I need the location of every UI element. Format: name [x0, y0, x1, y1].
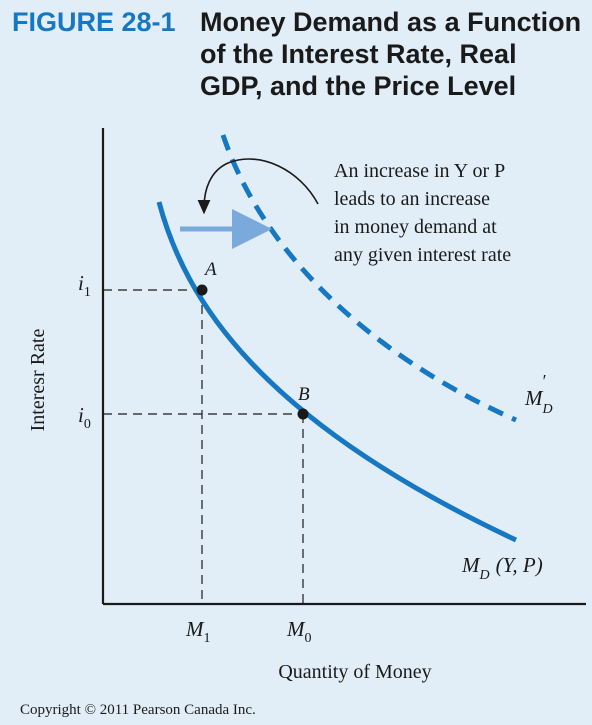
- annotation-line-2: leads to an increase: [334, 188, 490, 210]
- x-tick-m1: M1: [185, 617, 211, 646]
- money-demand-chart: A B i1 i0 M1 M0 Quantity of Money Intere…: [27, 128, 586, 683]
- point-a-label: A: [203, 259, 217, 280]
- series-md-prime-curve: [220, 134, 518, 423]
- figure-title-line-1: Money Demand as a Function: [200, 7, 582, 37]
- copyright-text: Copyright © 2011 Pearson Canada Inc.: [20, 702, 256, 718]
- y-tick-i0: i0: [78, 403, 91, 432]
- annotation-line-4: any given interest rate: [334, 244, 511, 266]
- series-md-label: MD (Y, P): [461, 553, 543, 583]
- point-b-label: B: [298, 384, 310, 405]
- figure-title-line-3: GDP, and the Price Level: [200, 71, 517, 101]
- series-md-curve: [156, 201, 518, 543]
- annotation-line-3: in money demand at: [334, 216, 497, 238]
- figure-title-line-2: of the Interest Rate, Real: [200, 39, 517, 69]
- figure-label: FIGURE 28-1: [12, 7, 176, 37]
- annotation-line-1: An increase in Y or P: [334, 160, 505, 182]
- x-axis-label: Quantity of Money: [278, 661, 431, 683]
- y-tick-i1: i1: [78, 271, 91, 300]
- point-b-marker: [297, 408, 309, 420]
- series-md-prime-label: MD′: [524, 371, 553, 417]
- y-axis-label: Interesr Rate: [27, 329, 49, 432]
- annotation-pointer: [197, 158, 319, 215]
- figure-title: Money Demand as a Function of the Intere…: [200, 6, 592, 102]
- point-a-marker: [196, 284, 208, 296]
- x-tick-m0: M0: [286, 617, 312, 646]
